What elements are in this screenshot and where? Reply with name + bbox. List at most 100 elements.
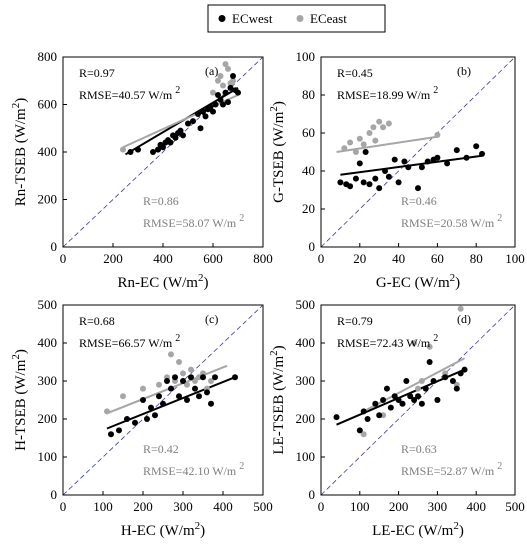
data-point-ecwest bbox=[430, 378, 437, 384]
data-point-eceast bbox=[376, 118, 383, 125]
data-point-eceast bbox=[385, 120, 392, 127]
y-tick-label: 400 bbox=[38, 144, 58, 159]
x-axis-label: H-EC (W/m2) bbox=[121, 520, 205, 539]
data-point-ecwest bbox=[207, 103, 214, 110]
x-tick-label: 300 bbox=[428, 499, 448, 514]
data-point-eceast bbox=[222, 61, 229, 68]
data-point-ecwest bbox=[444, 160, 451, 167]
data-point-eceast bbox=[210, 89, 216, 96]
data-point-ecwest bbox=[156, 393, 162, 400]
y-tick-label: 300 bbox=[38, 373, 58, 388]
data-point-ecwest bbox=[382, 168, 389, 174]
panel-label: (a) bbox=[205, 64, 218, 78]
data-point-ecwest bbox=[144, 416, 150, 422]
x-tick-label: 300 bbox=[173, 499, 193, 514]
data-point-ecwest bbox=[127, 149, 134, 155]
panel-b: 0 20 40 60 80 100 0 20 40 60 80 100 G-EC (W/m2) G-TSE… bbox=[268, 49, 525, 291]
east-annotation-line: RMSE=42.10 W/m 2 bbox=[143, 461, 244, 478]
x-tick-label: 500 bbox=[253, 499, 273, 514]
x-tick-label: 400 bbox=[466, 499, 486, 514]
data-point-eceast bbox=[380, 124, 387, 131]
y-tick-label: 400 bbox=[38, 335, 58, 350]
data-point-ecwest bbox=[185, 120, 191, 127]
east-annotation-line: R=0.42 bbox=[143, 442, 179, 456]
data-point-ecwest bbox=[415, 185, 421, 192]
data-point-ecwest bbox=[204, 389, 210, 396]
data-point-ecwest bbox=[434, 397, 441, 403]
x-tick-label: 800 bbox=[253, 251, 273, 266]
data-point-ecwest bbox=[362, 149, 369, 155]
x-tick-label: 400 bbox=[153, 251, 173, 266]
fit-line-eceast bbox=[336, 135, 438, 153]
one-to-one-line bbox=[320, 56, 516, 248]
data-point-ecwest bbox=[222, 89, 229, 96]
data-point-ecwest bbox=[453, 147, 460, 154]
y-tick-label: 200 bbox=[296, 411, 316, 426]
data-point-ecwest bbox=[180, 132, 186, 139]
data-point-ecwest bbox=[372, 400, 379, 407]
data-point-eceast bbox=[360, 431, 367, 438]
west-annotation-line: RMSE=40.57 W/m 2 bbox=[79, 85, 180, 102]
data-point-ecwest bbox=[399, 400, 406, 407]
fit-line-eceast bbox=[106, 364, 228, 415]
data-point-ecwest bbox=[210, 108, 216, 115]
data-point-ecwest bbox=[220, 101, 226, 108]
data-point-ecwest bbox=[212, 101, 219, 108]
y-tick-label: 400 bbox=[296, 335, 316, 350]
data-point-ecwest bbox=[196, 393, 202, 400]
data-point-eceast bbox=[341, 145, 348, 152]
data-point-eceast bbox=[372, 137, 379, 144]
west-annotation-line: R=0.68 bbox=[79, 314, 115, 328]
data-point-ecwest bbox=[176, 393, 182, 400]
data-point-ecwest bbox=[160, 400, 166, 407]
data-point-ecwest bbox=[160, 144, 166, 151]
x-tick-label: 100 bbox=[505, 251, 525, 266]
y-tick-label: 800 bbox=[38, 49, 58, 64]
data-point-eceast bbox=[347, 139, 354, 146]
data-point-ecwest bbox=[235, 89, 241, 96]
data-point-ecwest bbox=[418, 400, 425, 407]
x-tick-label: 200 bbox=[103, 251, 123, 266]
fit-line-eceast bbox=[363, 357, 466, 413]
data-point-ecwest bbox=[212, 374, 218, 381]
data-point-ecwest bbox=[140, 397, 146, 403]
data-point-ecwest bbox=[180, 378, 186, 384]
data-point-eceast bbox=[220, 82, 226, 89]
y-tick-label: 100 bbox=[296, 449, 316, 464]
data-point-ecwest bbox=[424, 158, 431, 165]
data-point-ecwest bbox=[415, 393, 421, 400]
panel-label: (d) bbox=[457, 312, 471, 326]
data-point-ecwest bbox=[197, 125, 204, 132]
data-point-eceast bbox=[418, 378, 425, 384]
panel-a: 0 200 400 600 800 0 200 400 600 800 Rn-EC (W/m2) Rn… bbox=[10, 49, 273, 291]
data-point-ecwest bbox=[172, 134, 179, 141]
data-point-eceast bbox=[370, 124, 377, 131]
plot-frame bbox=[62, 304, 264, 496]
west-annotation-line: R=0.97 bbox=[79, 66, 115, 80]
data-point-ecwest bbox=[150, 149, 156, 155]
data-point-ecwest bbox=[403, 378, 410, 384]
data-point-eceast bbox=[217, 73, 224, 79]
east-annotation-line: R=0.86 bbox=[143, 194, 179, 208]
east-annotation-line: R=0.63 bbox=[401, 442, 437, 456]
data-point-ecwest bbox=[442, 374, 449, 381]
data-point-eceast bbox=[168, 351, 174, 358]
data-point-ecwest bbox=[376, 185, 383, 192]
x-tick-label: 500 bbox=[505, 499, 525, 514]
x-tick-label: 20 bbox=[353, 251, 366, 266]
one-to-one-line bbox=[320, 304, 516, 496]
data-point-ecwest bbox=[387, 404, 394, 411]
data-point-ecwest bbox=[422, 385, 429, 392]
y-tick-label: 300 bbox=[296, 373, 316, 388]
data-point-eceast bbox=[426, 343, 433, 350]
x-axis-label: Rn-EC (W/m2) bbox=[118, 272, 209, 291]
data-point-ecwest bbox=[372, 175, 379, 182]
data-point-ecwest bbox=[188, 374, 194, 381]
data-point-ecwest bbox=[395, 397, 402, 403]
legend-marker-eceast bbox=[296, 15, 304, 22]
data-point-ecwest bbox=[463, 154, 470, 161]
x-tick-label: 0 bbox=[60, 499, 67, 514]
data-point-eceast bbox=[230, 77, 236, 84]
